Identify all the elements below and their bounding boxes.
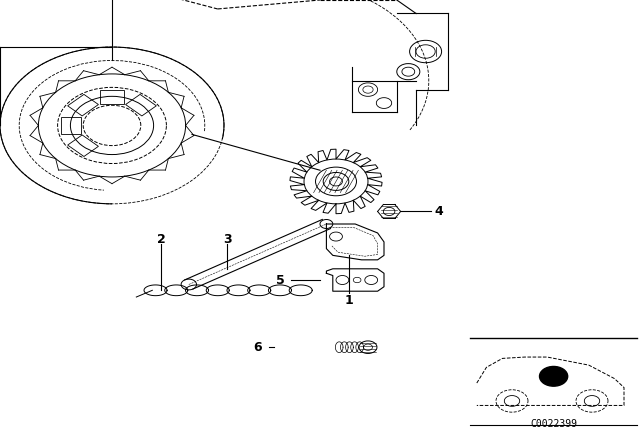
Text: C0022399: C0022399: [530, 419, 577, 429]
Text: 4: 4: [434, 205, 443, 218]
Text: 2: 2: [157, 233, 166, 246]
Text: 1: 1: [344, 293, 353, 307]
Text: 6: 6: [253, 340, 262, 354]
Text: 5: 5: [276, 273, 285, 287]
Text: 3: 3: [223, 233, 232, 246]
Circle shape: [540, 366, 568, 386]
